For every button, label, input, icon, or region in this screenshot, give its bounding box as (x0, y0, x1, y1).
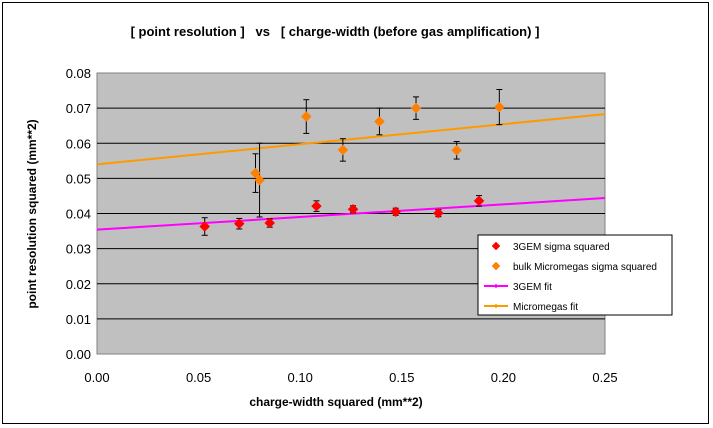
legend-label: Micromegas fit (513, 302, 578, 313)
y-tick-label: 0.01 (66, 312, 91, 327)
x-tick-label: 0.10 (288, 370, 313, 385)
legend-box (477, 234, 673, 316)
x-tick-label: 0.15 (389, 370, 414, 385)
data-point (199, 221, 211, 232)
data-point (374, 116, 385, 127)
y-tick-label: 0.03 (66, 242, 91, 257)
y-tick-label: 0.04 (66, 207, 91, 222)
data-point (390, 206, 402, 218)
legend-label: 3GEM sigma squared (513, 242, 610, 253)
y-tick-label: 0.08 (66, 66, 91, 81)
chart-title: [ point resolution ] vs [ charge-width (… (131, 24, 540, 39)
x-tick-label: 0.05 (186, 370, 211, 385)
grid-lines (97, 107, 605, 320)
x-axis-title: charge-width squared (mm**2) (249, 395, 422, 409)
legend-label: 3GEM fit (513, 282, 552, 293)
x-tick-label: 0.20 (491, 370, 516, 385)
legend: 3GEM sigma squared bulk Micromegas sigma … (477, 234, 673, 316)
y-tick-label: 0.06 (66, 136, 91, 151)
data-point (233, 218, 245, 230)
legend-marker (493, 283, 499, 289)
data-points (199, 101, 505, 232)
data-point (311, 200, 322, 212)
data-point (347, 203, 359, 215)
data-point (264, 217, 276, 229)
data-point (451, 144, 463, 156)
x-tick-label: 0.00 (84, 370, 109, 385)
data-point (493, 101, 505, 113)
x-tick-label: 0.25 (592, 370, 617, 385)
data-point (337, 144, 349, 156)
y-axis-title: point resolution squared (mm**2) (25, 119, 39, 308)
tick-labels: 0.00 0.01 0.02 0.03 0.04 0.05 0.06 0.07 0.08 0.00… (66, 66, 618, 385)
y-tick-label: 0.05 (66, 171, 91, 186)
data-point (300, 111, 312, 122)
fit-line-3 (96, 113, 606, 166)
y-tick-label: 0.02 (66, 277, 91, 292)
data-point (433, 207, 444, 219)
data-point (254, 174, 265, 186)
data-point (473, 195, 485, 207)
data-point (250, 167, 261, 179)
y-tick-label: 0.07 (66, 101, 91, 116)
fit-lines (96, 113, 606, 231)
legend-marker (493, 303, 499, 309)
legend-label: bulk Micromegas sigma squared (513, 262, 657, 273)
data-point (410, 102, 422, 114)
y-tick-label: 0.00 (66, 347, 91, 362)
fit-line-2 (96, 197, 606, 231)
legend-marker (491, 241, 501, 251)
legend-marker (491, 261, 501, 271)
